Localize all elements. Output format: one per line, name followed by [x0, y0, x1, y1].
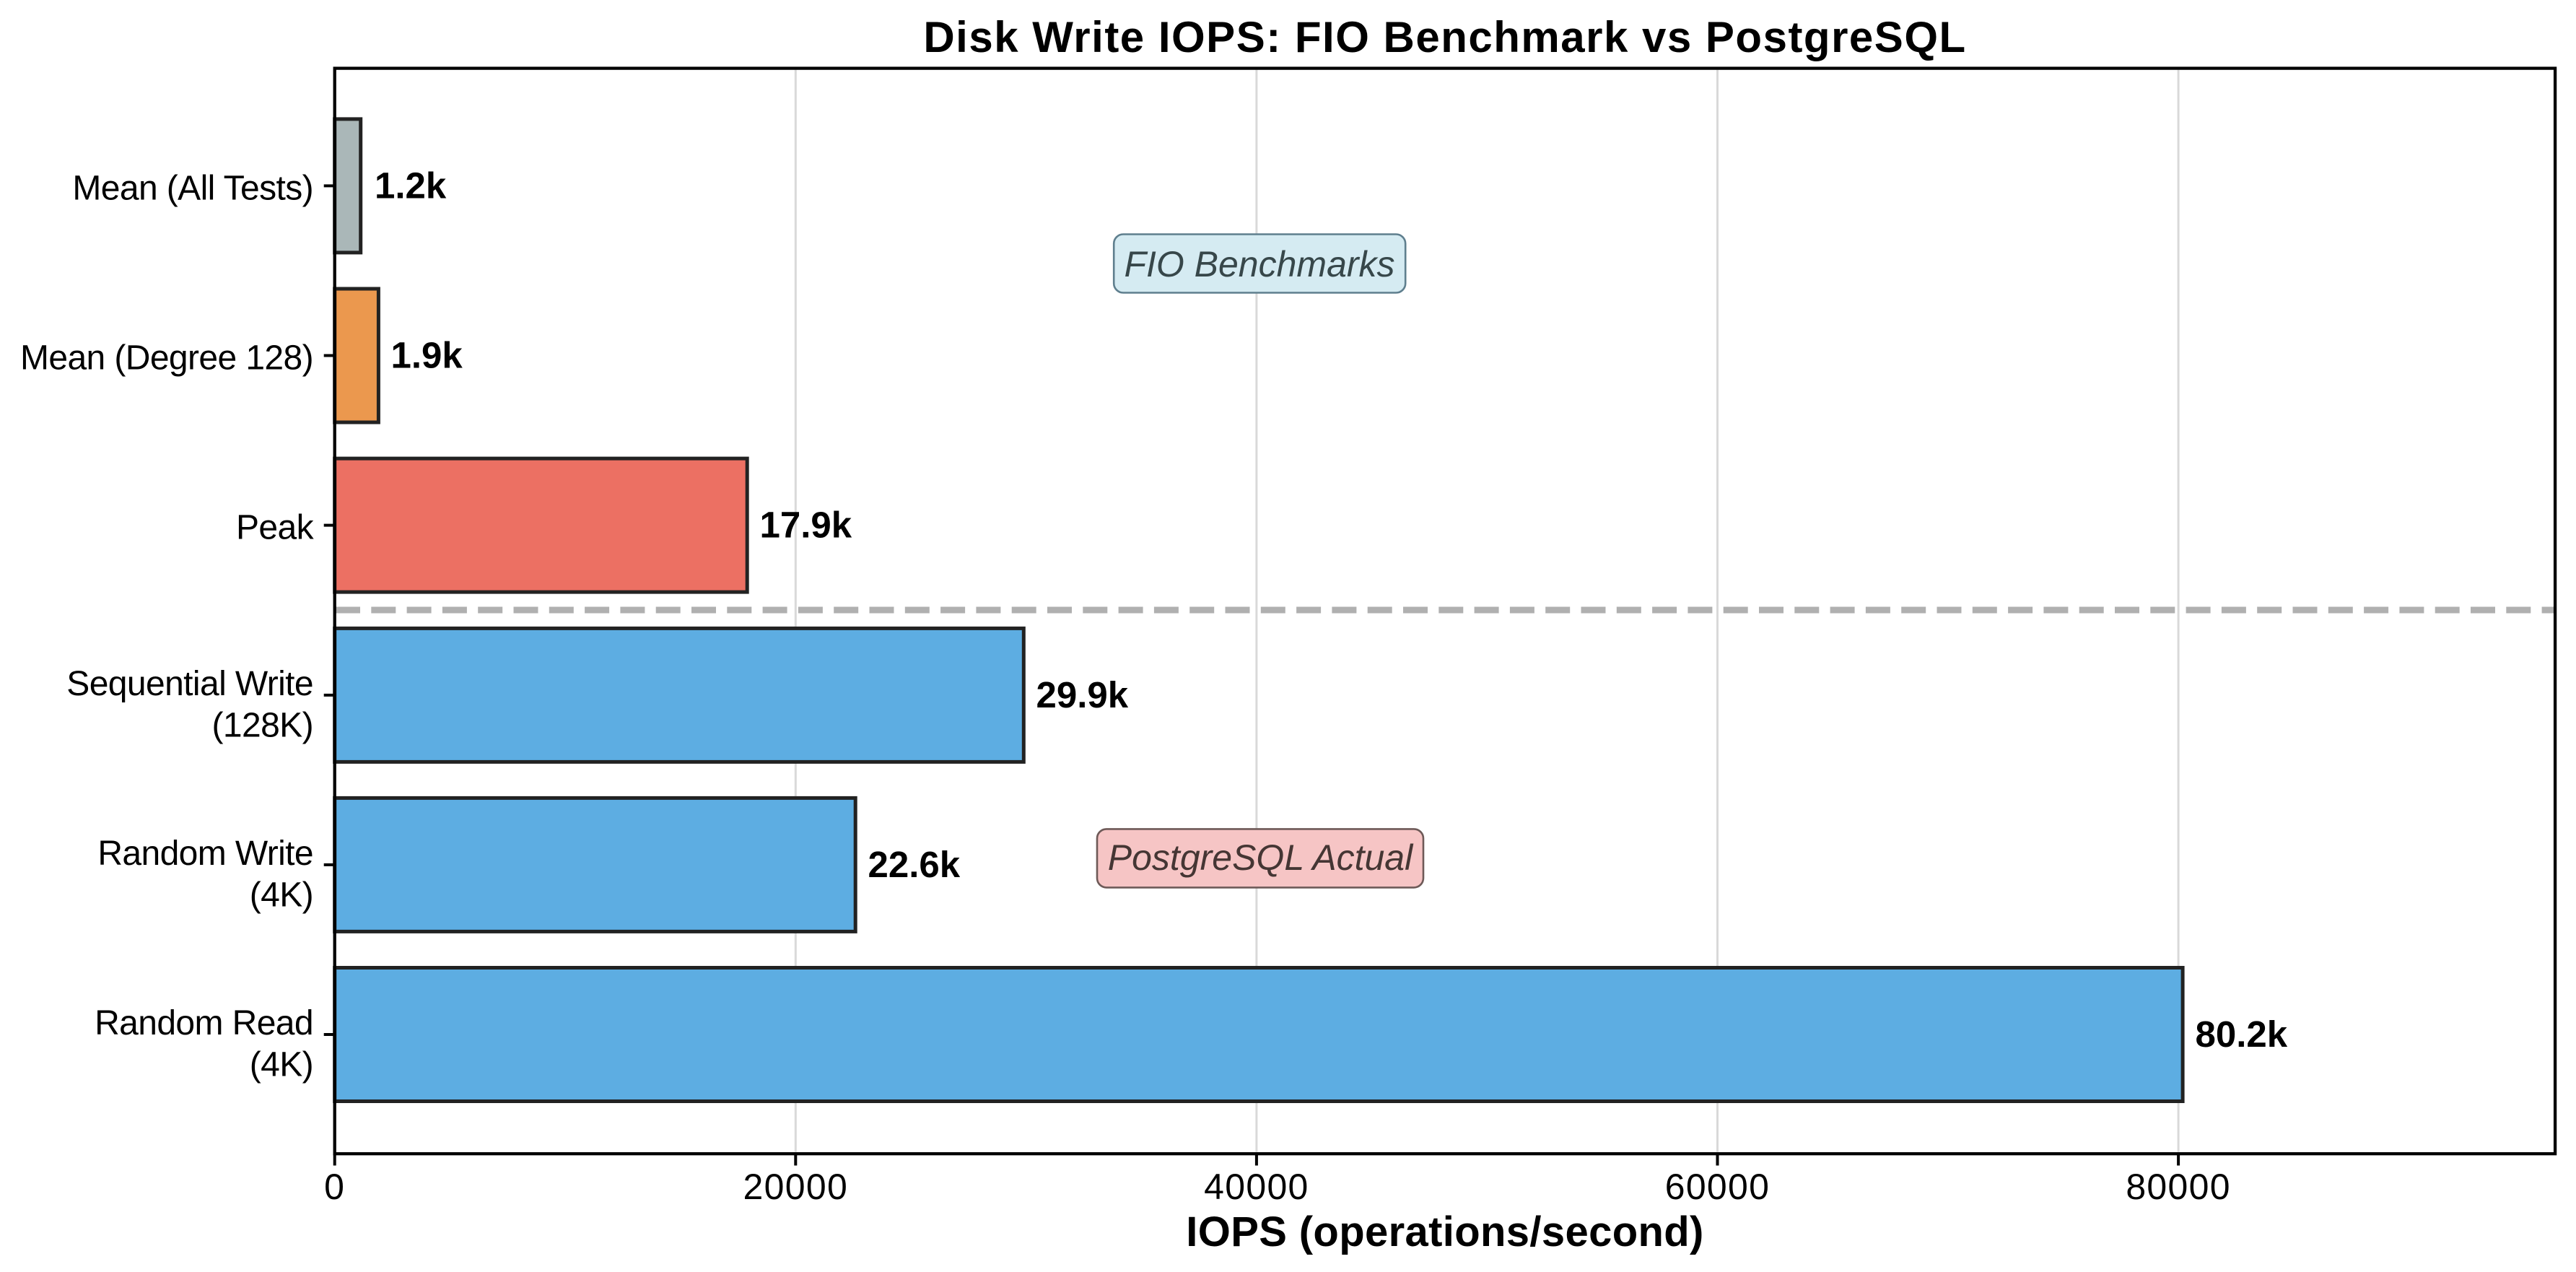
svg-text:40000: 40000: [1204, 1167, 1309, 1207]
svg-text:IOPS (operations/second): IOPS (operations/second): [1186, 1208, 1703, 1255]
svg-text:1.2k: 1.2k: [375, 165, 447, 206]
svg-text:Random Read: Random Read: [95, 1004, 313, 1042]
svg-text:Disk Write IOPS: FIO Benchmark: Disk Write IOPS: FIO Benchmark vs Postgr…: [923, 13, 1966, 61]
svg-text:60000: 60000: [1665, 1167, 1771, 1207]
svg-text:(128K): (128K): [212, 707, 313, 745]
svg-text:Random Write: Random Write: [97, 835, 313, 873]
svg-text:(4K): (4K): [250, 876, 313, 915]
svg-text:20000: 20000: [743, 1167, 849, 1207]
svg-text:(4K): (4K): [250, 1046, 313, 1084]
svg-text:80.2k: 80.2k: [2196, 1014, 2288, 1055]
svg-text:22.6k: 22.6k: [868, 844, 961, 885]
svg-text:80000: 80000: [2126, 1167, 2231, 1207]
svg-text:17.9k: 17.9k: [760, 505, 852, 546]
svg-text:29.9k: 29.9k: [1036, 674, 1129, 715]
svg-text:FIO Benchmarks: FIO Benchmarks: [1124, 244, 1394, 284]
svg-text:0: 0: [324, 1167, 345, 1207]
svg-text:1.9k: 1.9k: [391, 335, 463, 376]
svg-text:Mean (All Tests): Mean (All Tests): [72, 169, 313, 207]
svg-text:PostgreSQL Actual: PostgreSQL Actual: [1108, 837, 1414, 878]
svg-text:Peak: Peak: [236, 509, 315, 547]
svg-text:Sequential Write: Sequential Write: [66, 665, 313, 703]
svg-text:Mean (Degree 128): Mean (Degree 128): [20, 339, 313, 378]
